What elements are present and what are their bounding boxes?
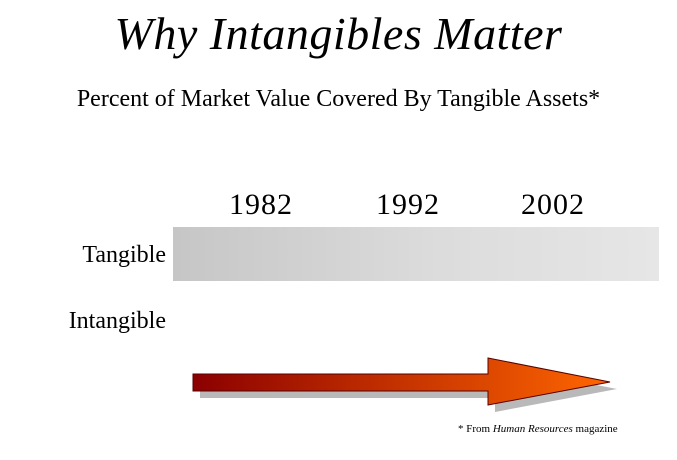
year-1992: 1992 [376, 188, 440, 221]
row-label-tangible: Tangible [82, 242, 166, 268]
year-1982: 1982 [229, 188, 293, 221]
slide-title: Why Intangibles Matter [114, 8, 563, 59]
tangible-bar [173, 227, 659, 281]
footnote-suffix: magazine [575, 423, 618, 435]
row-label-intangible: Intangible [68, 308, 166, 334]
slide-subtitle: Percent of Market Value Covered By Tangi… [76, 86, 601, 112]
footnote-source: Human Resources [492, 423, 573, 435]
year-2002: 2002 [521, 188, 585, 221]
footnote: * From Human Resources magazine [458, 422, 618, 436]
footnote-prefix: * From [458, 423, 491, 435]
